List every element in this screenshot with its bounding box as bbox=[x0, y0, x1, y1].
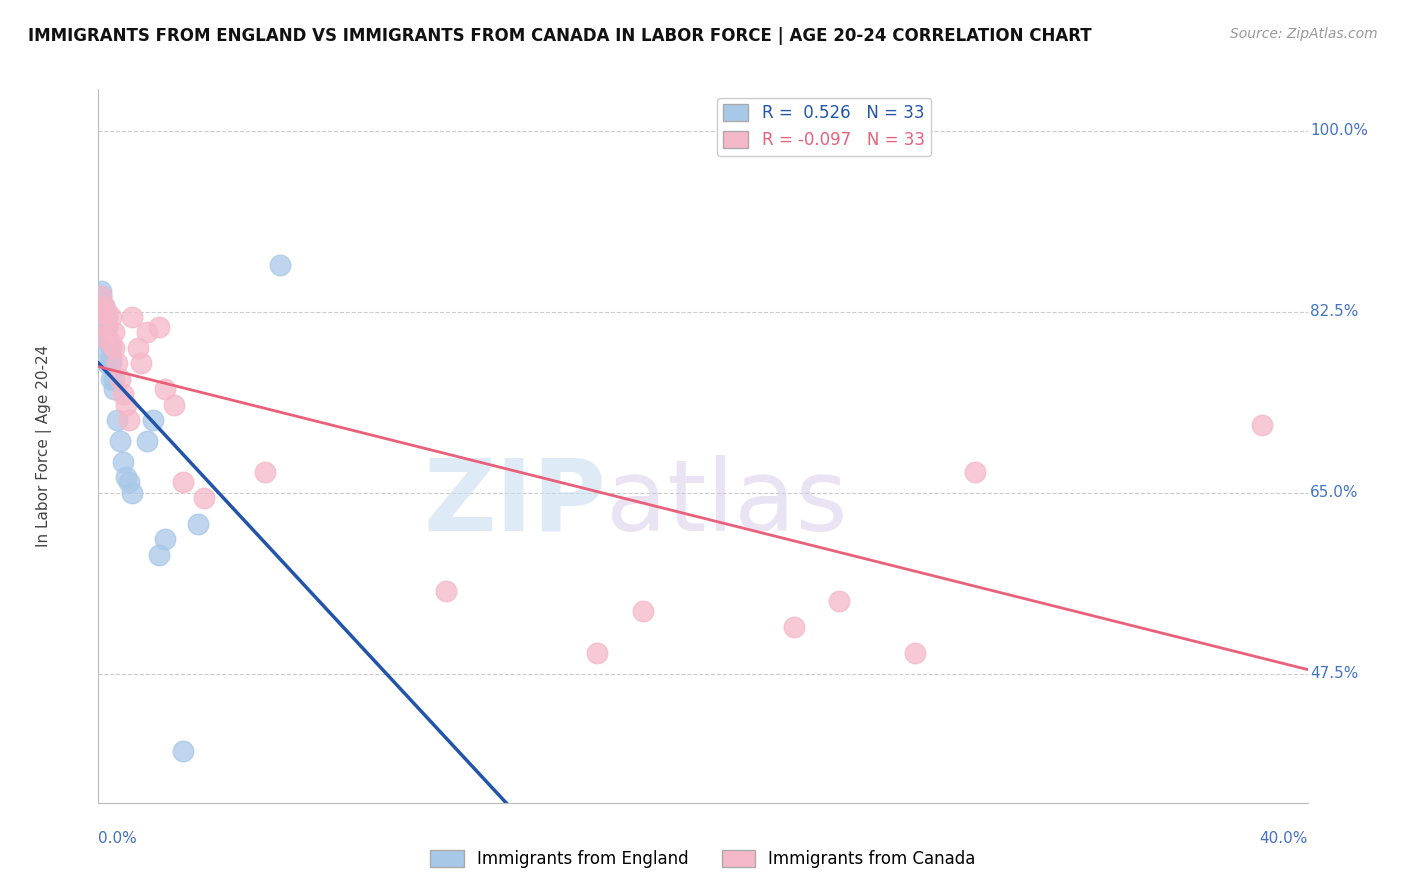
Legend: Immigrants from England, Immigrants from Canada: Immigrants from England, Immigrants from… bbox=[423, 843, 983, 875]
Text: atlas: atlas bbox=[606, 455, 848, 551]
Point bbox=[193, 491, 215, 505]
Point bbox=[782, 620, 804, 634]
Point bbox=[96, 320, 118, 334]
Point bbox=[828, 594, 851, 608]
Point bbox=[111, 387, 134, 401]
Point bbox=[105, 356, 128, 370]
Point bbox=[93, 304, 115, 318]
Point bbox=[904, 646, 927, 660]
Point bbox=[96, 310, 118, 324]
Point bbox=[103, 382, 125, 396]
Point bbox=[118, 413, 141, 427]
Point bbox=[96, 304, 118, 318]
Text: IMMIGRANTS FROM ENGLAND VS IMMIGRANTS FROM CANADA IN LABOR FORCE | AGE 20-24 COR: IMMIGRANTS FROM ENGLAND VS IMMIGRANTS FR… bbox=[28, 27, 1091, 45]
Point bbox=[90, 294, 112, 309]
Text: 40.0%: 40.0% bbox=[1260, 831, 1308, 847]
Point bbox=[103, 325, 125, 339]
Point bbox=[118, 475, 141, 490]
Point bbox=[111, 454, 134, 468]
Text: Source: ZipAtlas.com: Source: ZipAtlas.com bbox=[1230, 27, 1378, 41]
Point bbox=[631, 605, 654, 619]
Point bbox=[148, 320, 170, 334]
Point bbox=[129, 356, 152, 370]
Point bbox=[148, 548, 170, 562]
Point bbox=[93, 310, 115, 324]
Point bbox=[142, 413, 165, 427]
Point bbox=[121, 485, 143, 500]
Point bbox=[93, 330, 115, 344]
Point bbox=[96, 356, 118, 370]
Text: ZIP: ZIP bbox=[423, 455, 606, 551]
Text: 100.0%: 100.0% bbox=[1310, 123, 1368, 138]
Point bbox=[96, 330, 118, 344]
Text: 65.0%: 65.0% bbox=[1310, 485, 1358, 500]
Point bbox=[100, 341, 122, 355]
Point bbox=[100, 356, 122, 370]
Point bbox=[96, 320, 118, 334]
Point bbox=[105, 413, 128, 427]
Point bbox=[93, 315, 115, 329]
Point bbox=[253, 465, 276, 479]
Point bbox=[434, 583, 457, 598]
Point bbox=[269, 258, 291, 272]
Point bbox=[96, 341, 118, 355]
Point bbox=[100, 335, 122, 350]
Text: In Labor Force | Age 20-24: In Labor Force | Age 20-24 bbox=[37, 345, 52, 547]
Point bbox=[90, 284, 112, 298]
Point bbox=[135, 434, 157, 448]
Point bbox=[90, 304, 112, 318]
Point bbox=[135, 325, 157, 339]
Point bbox=[103, 341, 125, 355]
Point bbox=[103, 372, 125, 386]
Point bbox=[121, 310, 143, 324]
Point bbox=[93, 299, 115, 313]
Point bbox=[114, 398, 136, 412]
Point bbox=[1251, 418, 1274, 433]
Point bbox=[127, 341, 149, 355]
Point bbox=[586, 646, 609, 660]
Point bbox=[100, 310, 122, 324]
Text: 0.0%: 0.0% bbox=[98, 831, 138, 847]
Point bbox=[108, 372, 131, 386]
Point bbox=[153, 382, 176, 396]
Point bbox=[90, 289, 112, 303]
Text: 47.5%: 47.5% bbox=[1310, 666, 1358, 681]
Point bbox=[965, 465, 987, 479]
Point bbox=[100, 351, 122, 365]
Point bbox=[93, 299, 115, 313]
Point bbox=[108, 434, 131, 448]
Point bbox=[114, 470, 136, 484]
Point bbox=[100, 372, 122, 386]
Point bbox=[172, 475, 194, 490]
Point bbox=[153, 532, 176, 546]
Point bbox=[93, 330, 115, 344]
Text: 82.5%: 82.5% bbox=[1310, 304, 1358, 319]
Legend: R =  0.526   N = 33, R = -0.097   N = 33: R = 0.526 N = 33, R = -0.097 N = 33 bbox=[717, 97, 931, 155]
Point bbox=[90, 289, 112, 303]
Point bbox=[90, 304, 112, 318]
Point bbox=[187, 516, 209, 531]
Point bbox=[163, 398, 186, 412]
Point bbox=[172, 744, 194, 758]
